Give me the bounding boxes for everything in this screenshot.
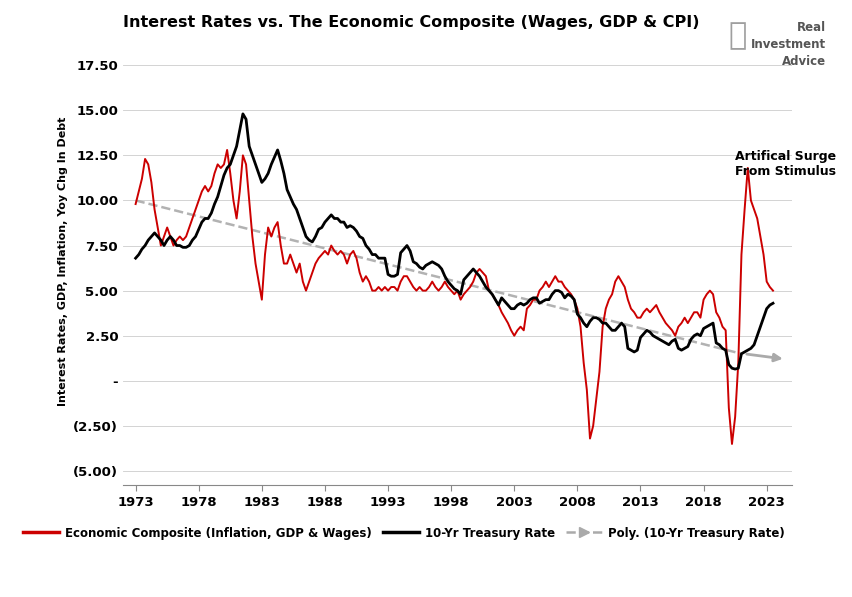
Text: Real
Investment
Advice: Real Investment Advice [751,21,826,68]
Legend: Economic Composite (Inflation, GDP & Wages), 10-Yr Treasury Rate, Poly. (10-Yr T: Economic Composite (Inflation, GDP & Wag… [19,522,789,544]
Text: Artifical Surge
From Stimulus: Artifical Surge From Stimulus [735,150,837,178]
Y-axis label: Interest Rates, GDP, Inflation, Yoy Chg In Debt: Interest Rates, GDP, Inflation, Yoy Chg … [58,117,67,407]
Text: 🦅: 🦅 [728,21,746,50]
Text: Interest Rates vs. The Economic Composite (Wages, GDP & CPI): Interest Rates vs. The Economic Composit… [123,15,699,30]
